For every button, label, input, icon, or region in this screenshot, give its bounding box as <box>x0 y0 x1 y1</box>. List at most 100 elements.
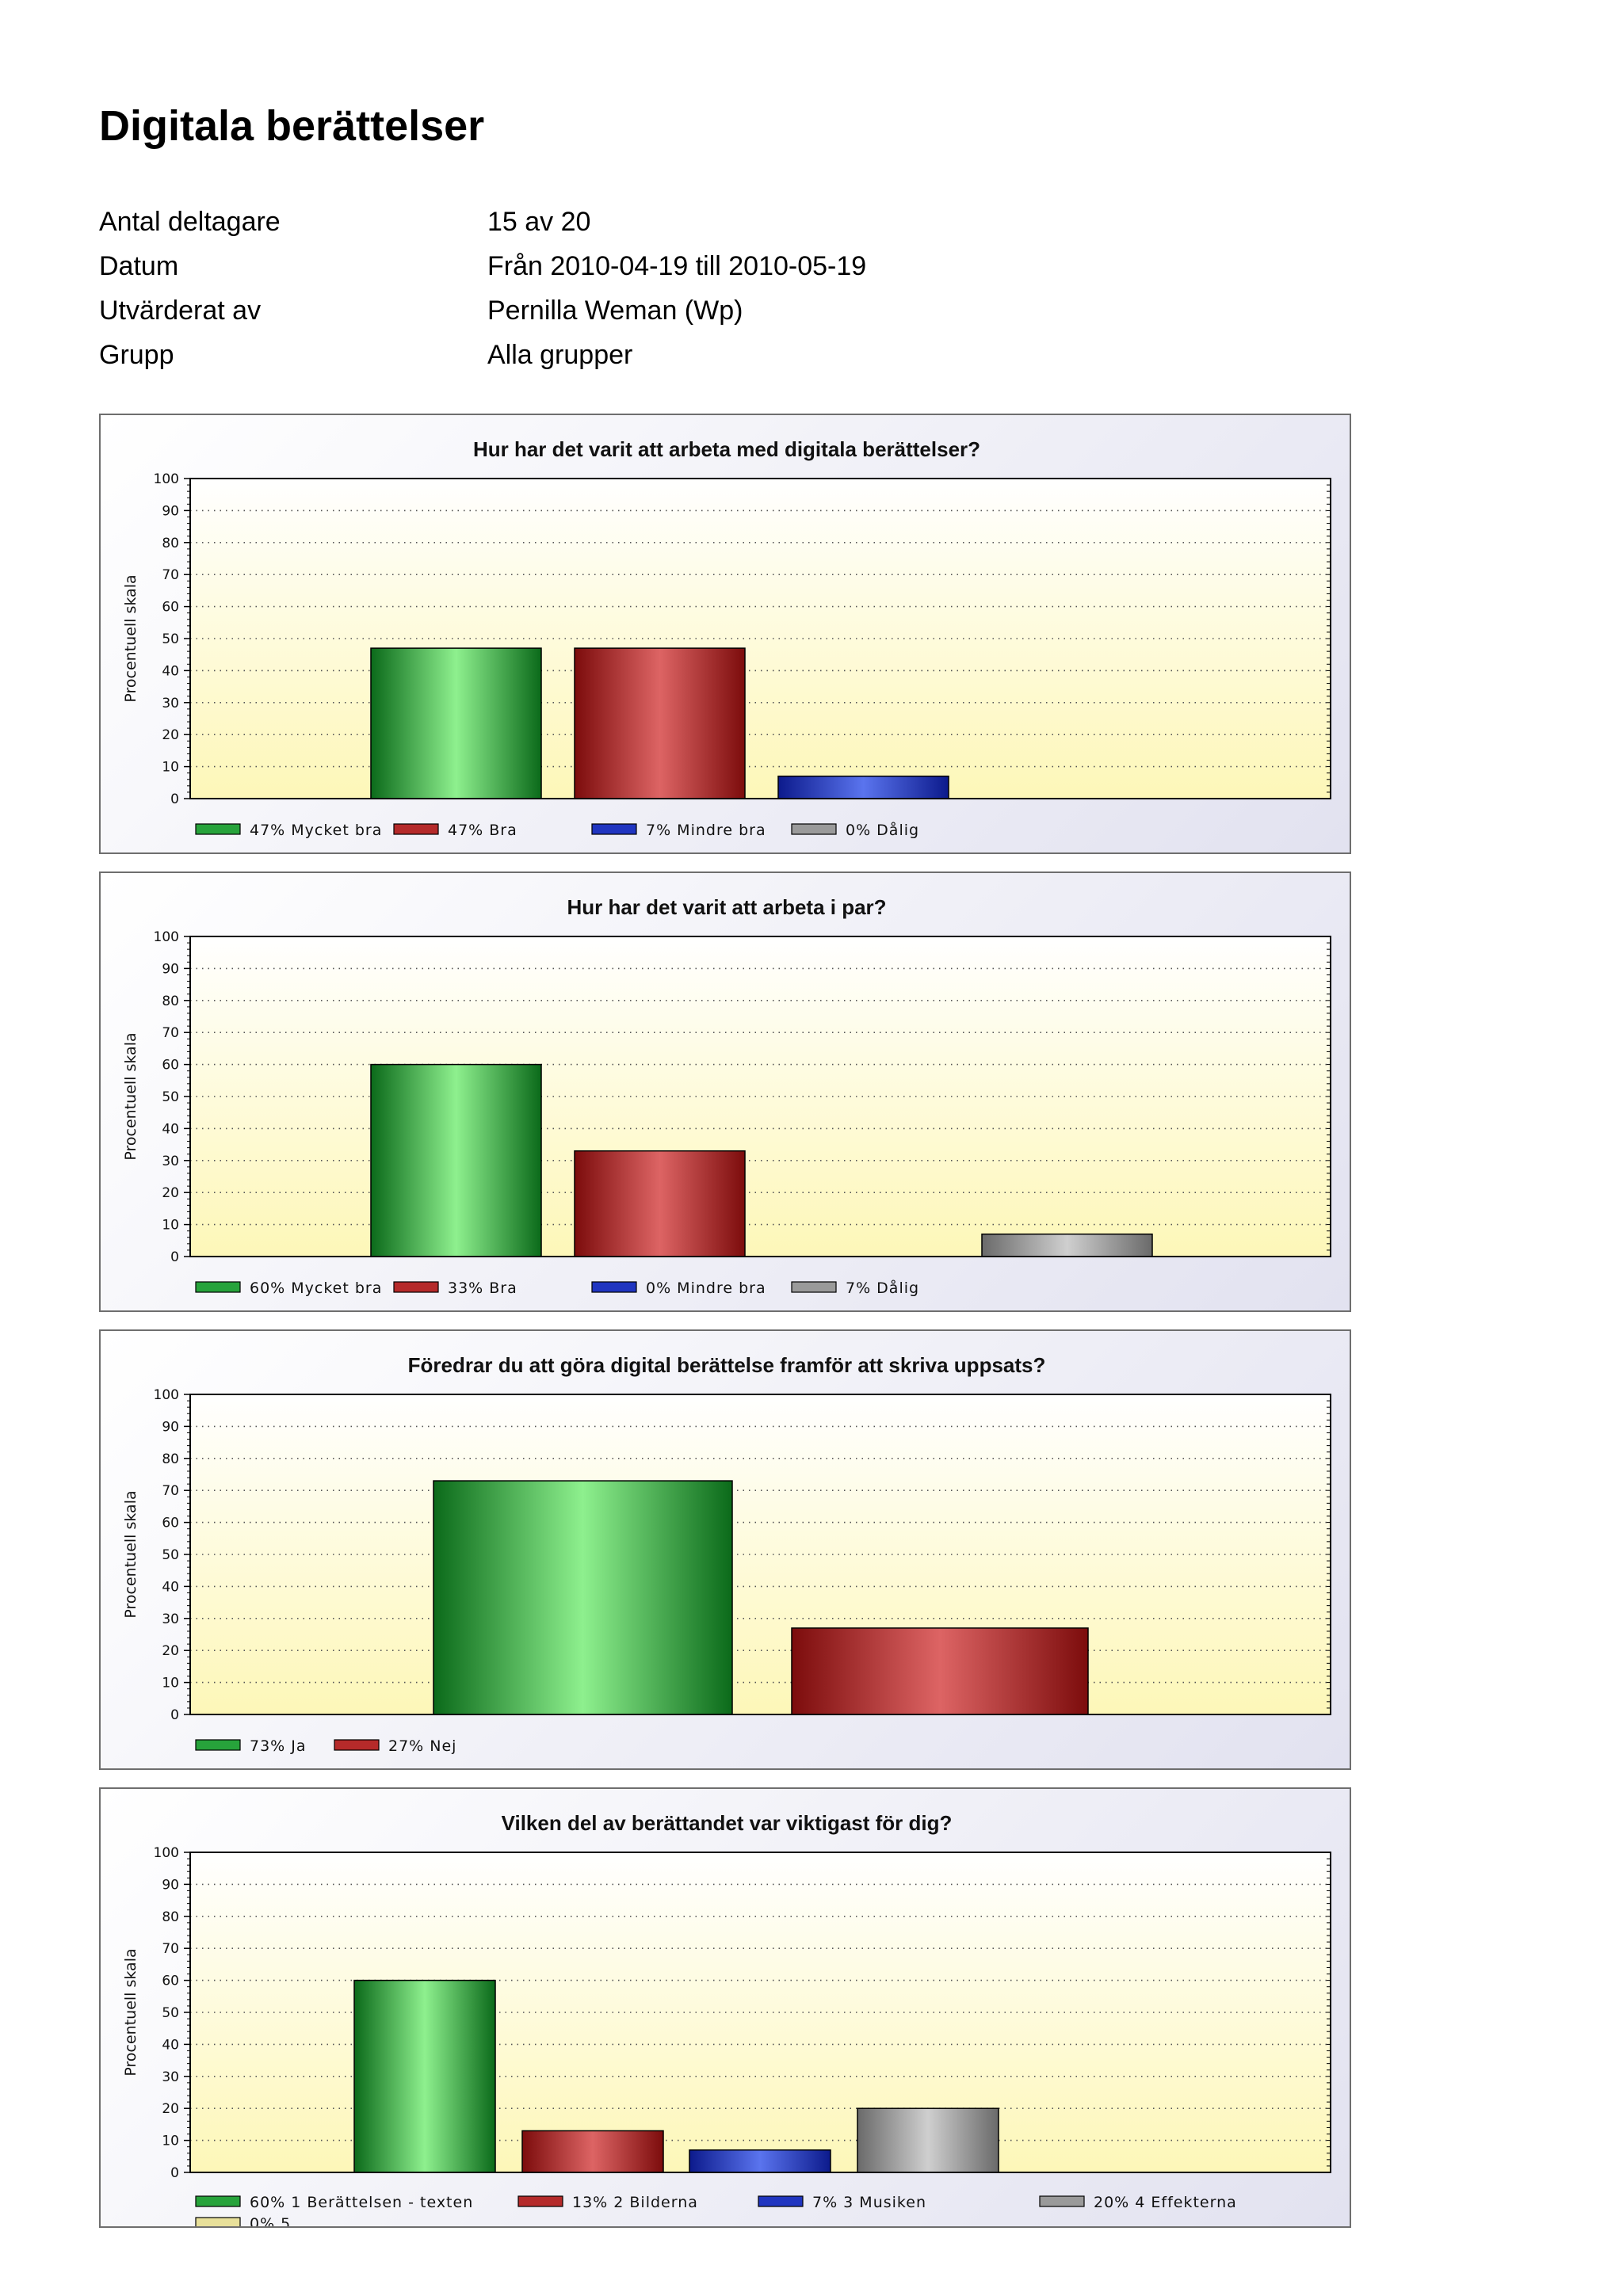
legend-label: 0% Dålig <box>846 821 919 839</box>
y-tick-label: 30 <box>162 1611 179 1627</box>
legend-swatch <box>195 823 241 835</box>
meta-table: Antal deltagare 15 av 20 Datum Från 2010… <box>99 200 866 377</box>
meta-label: Datum <box>99 250 179 281</box>
legend-label: 33% Bra <box>448 1280 517 1297</box>
plot-area <box>190 1394 1331 1714</box>
plot-border <box>189 936 1331 1257</box>
y-tick-label: 0 <box>170 791 179 807</box>
legend-swatch <box>195 1739 241 1751</box>
y-tick-label: 90 <box>162 1877 179 1893</box>
legend-label: 7% 3 Musiken <box>812 2194 926 2211</box>
chart-panel-1: Hur har det varit att arbeta med digital… <box>99 414 1351 854</box>
meta-label: Antal deltagare <box>99 206 281 237</box>
plot-border <box>189 1394 1331 1715</box>
y-tick-label: 70 <box>162 1025 179 1041</box>
y-tick-label: 70 <box>162 1483 179 1499</box>
y-tick-label: 10 <box>162 1676 179 1691</box>
bar-chart-4: Vilken del av berättandet var viktigast … <box>122 1811 1331 2228</box>
bar-chart-2: Hur har det varit att arbeta i par? 0 10 20… <box>122 895 1331 1297</box>
legend-swatch <box>195 1281 241 1293</box>
meta-label: Grupp <box>99 339 174 370</box>
plot-border <box>189 478 1331 799</box>
chart-title: Hur har det varit att arbeta med digital… <box>473 437 980 461</box>
legend-swatch <box>791 823 837 835</box>
legend-label: 60% 1 Berättelsen - texten <box>250 2194 473 2211</box>
y-tick-label: 60 <box>162 1974 179 1989</box>
legend-swatch <box>791 1281 837 1293</box>
y-tick-label: 20 <box>162 1643 179 1659</box>
chart-title: Vilken del av berättandet var viktigast … <box>502 1811 953 1835</box>
y-tick-label: 100 <box>154 1845 179 1861</box>
meta-value: Från 2010-04-19 till 2010-05-19 <box>487 250 867 281</box>
y-tick-label: 40 <box>162 1579 179 1595</box>
y-tick-label: 50 <box>162 1547 179 1563</box>
legend-swatch <box>758 2195 804 2207</box>
y-tick-label: 80 <box>162 1909 179 1925</box>
y-tick-label: 20 <box>162 727 179 743</box>
legend-label: 47% Bra <box>448 822 517 839</box>
bar-1 <box>433 1480 733 1715</box>
legend-label: 0% Mindre bra <box>646 1280 766 1297</box>
bar-2 <box>791 1627 1089 1715</box>
plot-border <box>189 1852 1331 2173</box>
bar-3 <box>777 775 949 799</box>
meta-value: Alla grupper <box>487 339 633 370</box>
y-tick-label: 30 <box>162 2069 179 2085</box>
legend-label: 20% 4 Effekterna <box>1094 2194 1237 2211</box>
y-tick-label: 70 <box>162 1941 179 1957</box>
bar-1 <box>370 1063 542 1257</box>
bar-3 <box>689 2149 831 2173</box>
meta-value: Pernilla Weman (Wp) <box>487 295 743 326</box>
y-axis-label: Procentuell skala <box>122 1948 139 2076</box>
y-tick-label: 100 <box>154 929 179 945</box>
bar-4 <box>981 1233 1153 1257</box>
legend-swatch <box>1039 2195 1085 2207</box>
legend-label: 60% Mycket bra <box>250 1280 382 1297</box>
chart-panel-2: Hur har det varit att arbeta i par? 0 10 20… <box>99 871 1351 1312</box>
y-tick-label: 60 <box>162 600 179 616</box>
y-tick-label: 50 <box>162 2005 179 2021</box>
y-tick-label: 30 <box>162 696 179 711</box>
chart-panel-3: Föredrar du att göra digital berättelse … <box>99 1329 1351 1770</box>
legend-label: 13% 2 Bilderna <box>572 2194 698 2211</box>
legend-label: 47% Mycket bra <box>250 822 382 839</box>
bar-4 <box>857 2107 999 2173</box>
legend-swatch <box>195 2217 241 2226</box>
legend-label: 7% Dålig <box>846 1279 919 1297</box>
y-tick-label: 90 <box>162 1419 179 1435</box>
y-axis-label: Procentuell skala <box>122 574 139 702</box>
y-axis-label: Procentuell skala <box>122 1490 139 1618</box>
y-tick-label: 60 <box>162 1058 179 1074</box>
bar-chart-1: Hur har det varit att arbeta med digital… <box>122 437 1331 839</box>
y-tick-label: 80 <box>162 536 179 551</box>
chart-title: Hur har det varit att arbeta i par? <box>567 895 886 919</box>
y-tick-label: 20 <box>162 2101 179 2117</box>
y-tick-label: 60 <box>162 1516 179 1531</box>
y-tick-label: 20 <box>162 1185 179 1201</box>
meta-label: Utvärderat av <box>99 295 262 326</box>
meta-row-participants: Antal deltagare 15 av 20 <box>99 200 866 244</box>
meta-value: 15 av 20 <box>487 206 591 237</box>
y-tick-label: 0 <box>170 1249 179 1265</box>
bar-1 <box>370 647 542 799</box>
legend-swatch <box>591 1281 637 1293</box>
y-axis-label: Procentuell skala <box>122 1032 139 1160</box>
legend-label: 7% Mindre bra <box>646 822 766 839</box>
y-tick-label: 10 <box>162 2134 179 2149</box>
y-tick-label: 100 <box>154 1387 179 1403</box>
legend-swatch <box>393 1281 439 1293</box>
y-tick-label: 0 <box>170 2165 179 2181</box>
y-tick-label: 80 <box>162 994 179 1009</box>
bar-2 <box>574 647 746 799</box>
page-title: Digitala berättelser <box>99 102 485 150</box>
y-tick-label: 90 <box>162 503 179 519</box>
legend-label: 0% 5 <box>250 2215 291 2228</box>
bar-2 <box>521 2130 664 2173</box>
legend-label: 73% Ja <box>250 1737 307 1755</box>
y-tick-label: 0 <box>170 1707 179 1723</box>
meta-row-date: Datum Från 2010-04-19 till 2010-05-19 <box>99 244 866 288</box>
y-tick-label: 30 <box>162 1154 179 1169</box>
legend-label: 27% Nej <box>388 1737 456 1755</box>
legend-swatch <box>195 2195 241 2207</box>
y-tick-label: 90 <box>162 961 179 977</box>
